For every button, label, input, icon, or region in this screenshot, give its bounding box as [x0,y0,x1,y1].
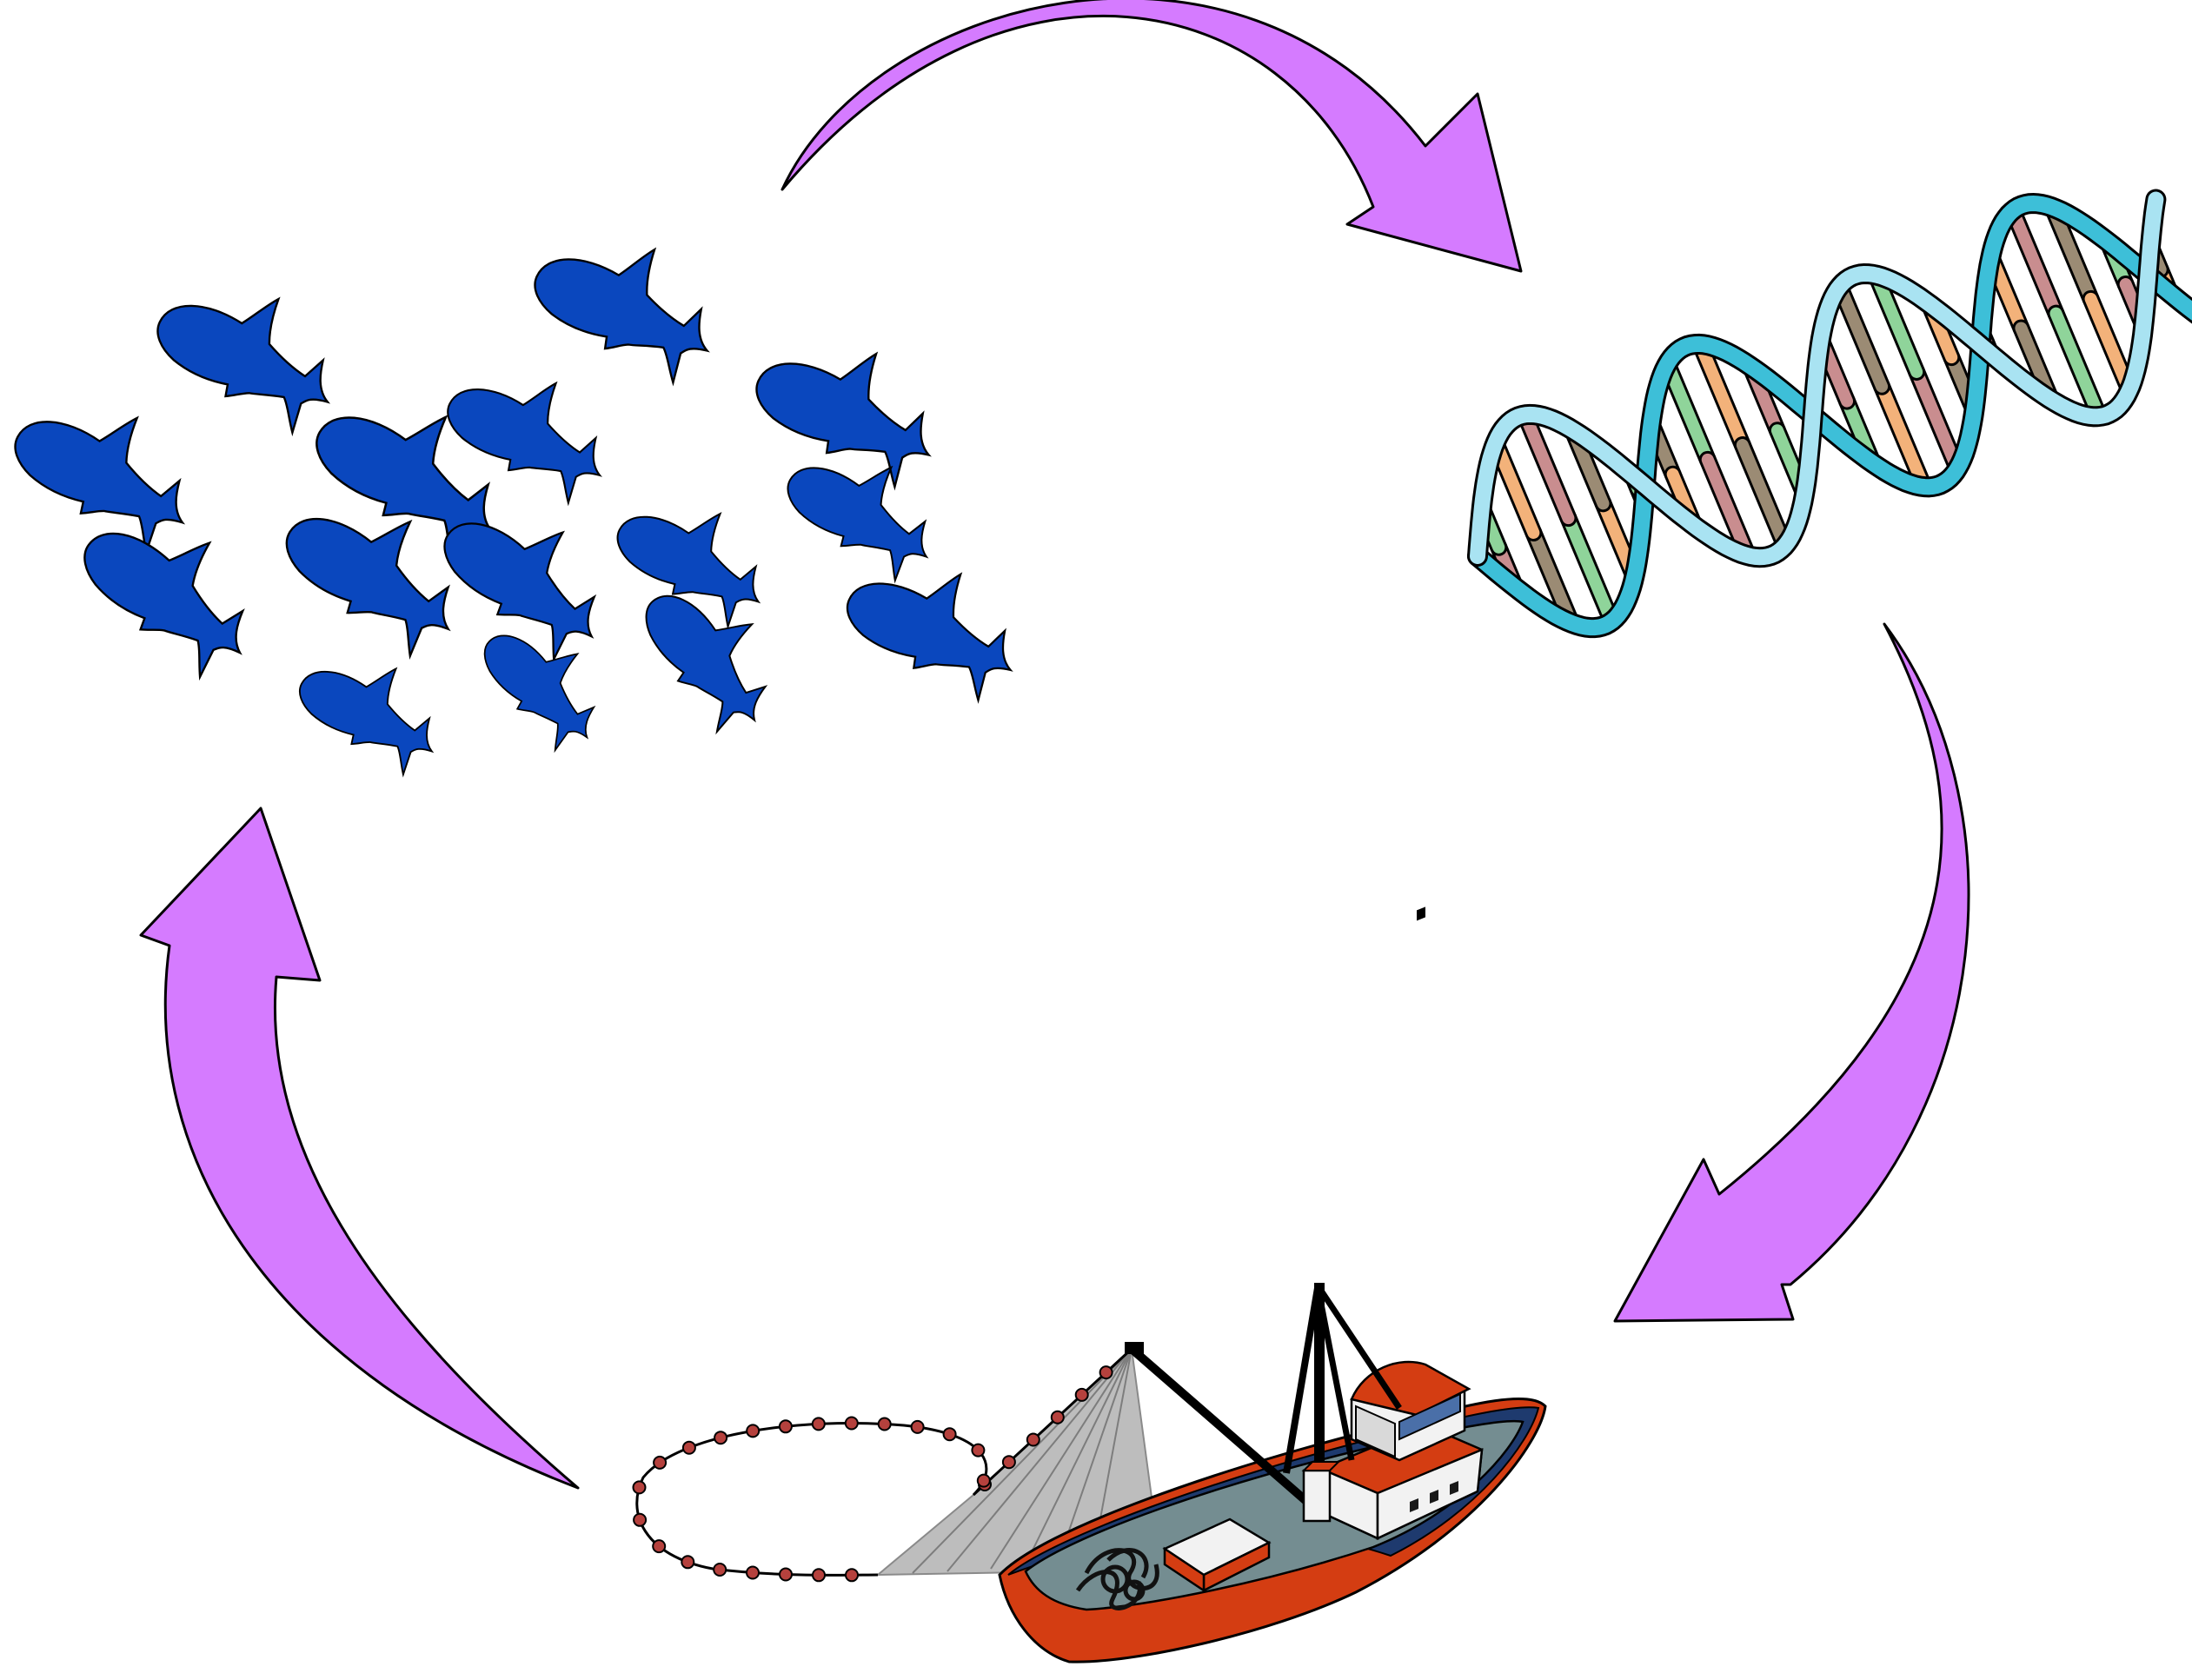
net-float [681,1555,695,1570]
net-float [976,1473,991,1488]
base-pair [1701,453,1755,562]
fish-icon [832,535,1040,708]
net-float [845,1568,859,1583]
fish-icon [432,344,629,511]
dna-backbone [1470,195,2192,636]
base-pair [1736,439,1791,553]
net-float [910,1419,925,1434]
base-pair [1518,408,1575,525]
fish-icon [285,632,460,782]
base-pair [1661,357,1714,466]
base-pair [1910,365,1963,475]
fish-school-icon [0,209,1040,782]
fishing-boat-icon [632,906,1547,1663]
dna-backbone [1470,191,2164,566]
base-pair [2084,292,2136,397]
fish-icon [140,256,360,442]
net-floats [632,1365,1113,1583]
net-float [844,1416,859,1431]
base-pair [1870,269,1923,378]
net-float [779,1567,793,1582]
net-float [877,1417,892,1431]
fish-icon [741,313,960,495]
net-float [1050,1410,1065,1424]
fish-icon [0,371,217,562]
net-float [778,1419,793,1434]
net-float [653,1455,668,1470]
fish-icon [519,209,738,391]
arrow-boat-to-fish [139,807,580,1490]
base-pair [1527,526,1578,629]
net-float [746,1565,760,1580]
cabin [1319,906,1484,1540]
net-float [713,1563,727,1577]
fish-icon [467,602,625,760]
arrow-dna-to-boat [1613,622,1970,1323]
net-float [632,1480,647,1495]
base-pair [1694,337,1749,452]
base-pair [2049,307,2106,423]
net-float [971,1443,986,1458]
net-float [811,1417,826,1431]
base-pair [1876,380,1930,494]
base-pair [1833,280,1889,393]
net-float [812,1568,826,1583]
net-float [746,1424,761,1438]
net-float [1026,1432,1040,1447]
net-pile [1075,1548,1159,1610]
base-pair [2006,204,2062,320]
net-float [1074,1387,1089,1402]
dna-helix-icon [1467,189,2192,639]
deck-hatch [1162,1517,1272,1593]
net-float [652,1539,667,1554]
arrow-fish-to-dna [780,0,1523,273]
net-float [633,1512,648,1527]
cycle-arrows [139,0,1970,1490]
base-pair [1562,512,1618,628]
base-pair [1489,436,1540,539]
net-float [1099,1365,1113,1380]
net-float [942,1427,957,1442]
net-float [681,1440,696,1455]
base-pair [2046,201,2097,305]
mast [1125,1283,1402,1523]
net-float [714,1431,728,1445]
net-float [1001,1455,1016,1470]
